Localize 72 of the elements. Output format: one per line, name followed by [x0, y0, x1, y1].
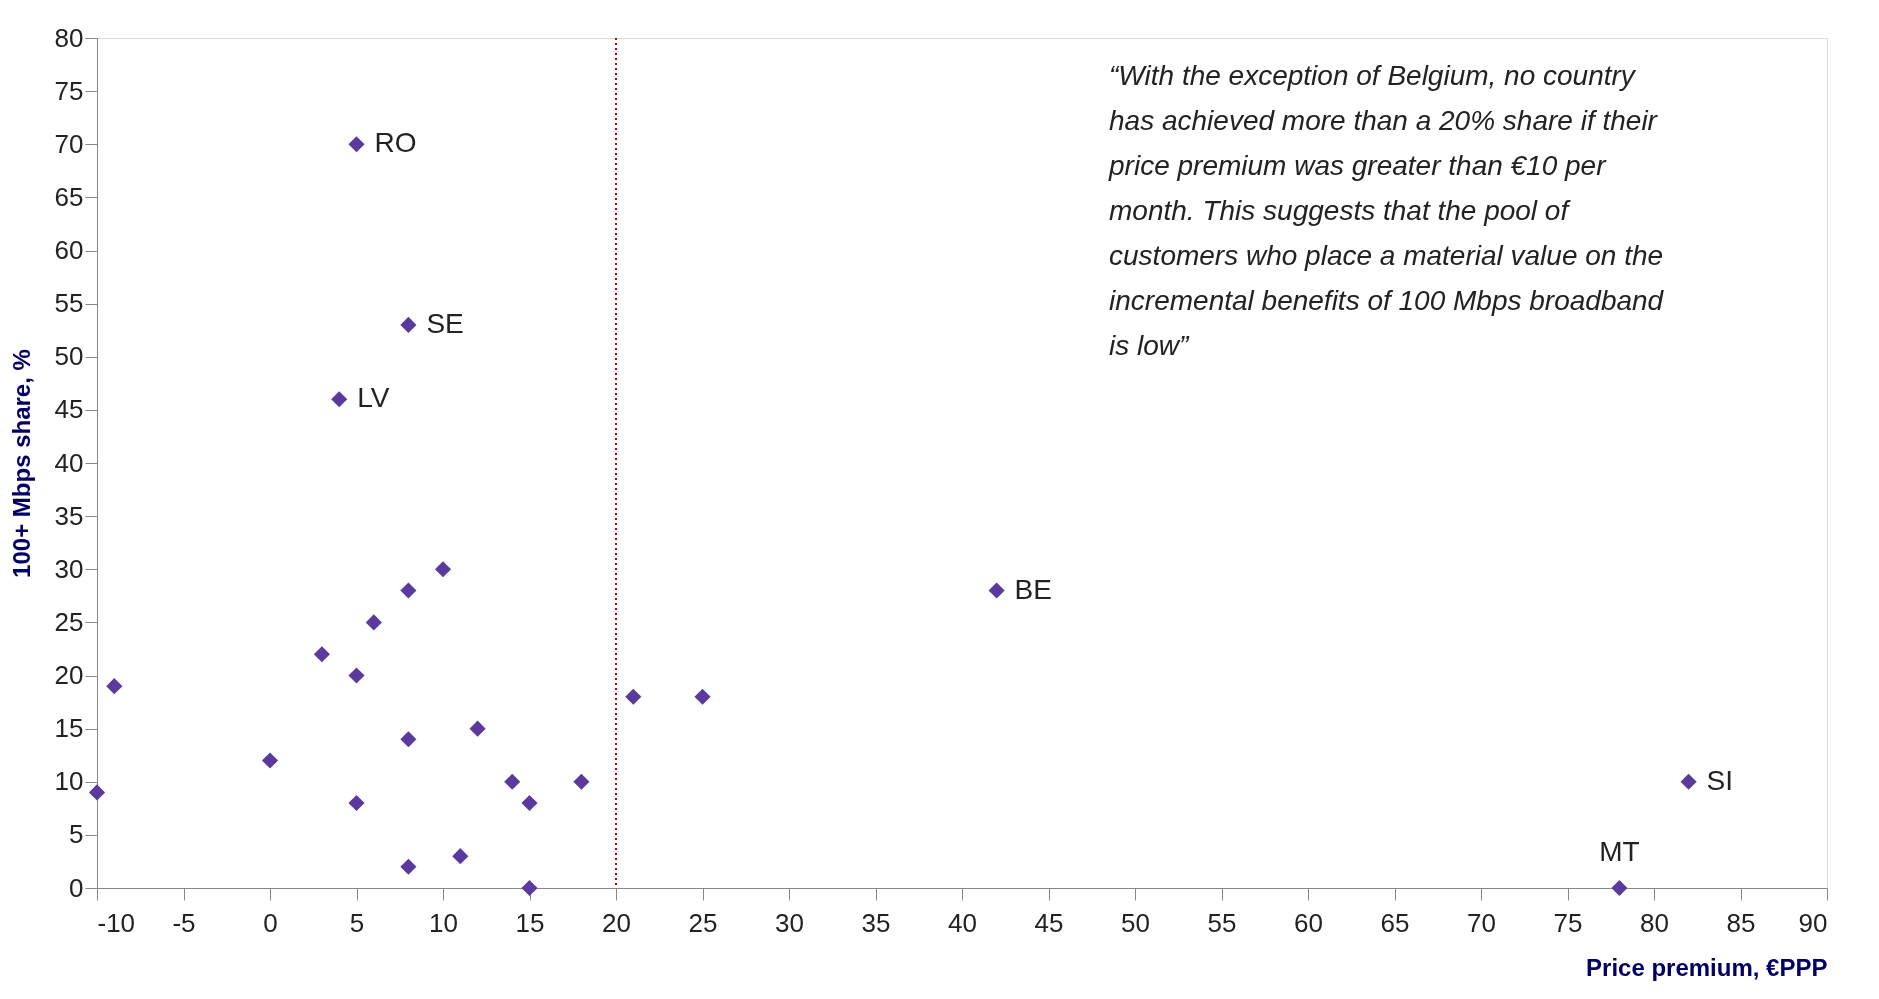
x-axis-title: Price premium, €PPP — [1586, 953, 1828, 981]
point — [400, 858, 417, 875]
x-tick-label: 55 — [1207, 907, 1237, 938]
x-tick-label: 85 — [1726, 907, 1756, 938]
point — [521, 879, 538, 897]
point — [313, 646, 330, 663]
point — [521, 794, 538, 812]
x-tick-label: 5 — [349, 907, 365, 938]
annotation: MT — [1599, 836, 1640, 867]
point — [331, 391, 348, 408]
y-tick-label: 20 — [54, 660, 84, 690]
x-tick-label: 0 — [263, 907, 278, 938]
annotation: BE — [1014, 573, 1052, 605]
y-tick-label: 75 — [54, 75, 84, 106]
x-tick-label: -10 — [97, 907, 136, 938]
x-tick-label: 15 — [515, 907, 545, 938]
point — [504, 773, 521, 790]
x-tick-label: 45 — [1034, 907, 1064, 938]
x-tick-label: 60 — [1294, 907, 1323, 938]
y-tick-label: 30 — [54, 553, 84, 584]
annotation: SI — [1706, 764, 1734, 796]
point — [1680, 773, 1697, 790]
point — [452, 848, 469, 865]
x-tick-label: 30 — [775, 907, 804, 938]
point — [348, 667, 365, 684]
x-tick-label: 70 — [1467, 907, 1496, 938]
annotation: SE — [426, 307, 464, 339]
x-tick-label: 10 — [429, 907, 458, 938]
y-tick-label: 40 — [54, 447, 84, 478]
x-tick-label: 40 — [948, 907, 977, 938]
x-tick-label: 50 — [1121, 907, 1150, 938]
x-tick-label: 80 — [1640, 907, 1669, 938]
point — [400, 316, 417, 333]
point — [694, 688, 711, 705]
point — [434, 561, 452, 578]
point — [1611, 879, 1628, 897]
y-tick-label: 70 — [54, 128, 84, 159]
y-axis-title: 100+ Mbps share, % — [7, 349, 35, 578]
y-tick-label: 65 — [54, 181, 84, 212]
x-tick-label: -5 — [172, 907, 196, 938]
point — [400, 731, 417, 748]
point — [573, 773, 590, 790]
x-tick-label: 20 — [602, 907, 631, 938]
y-tick-label: 80 — [54, 22, 84, 53]
annotation: “With the exception of Belgium, no country has achieved more than a 20% share if their price premium was greater than €10 per month. This suggests that the pool of customers who place a material value on the incremental benefits of 100 Mbps broadband is low” — [1108, 60, 1665, 361]
x-tick-label: 75 — [1553, 907, 1583, 938]
y-tick-label: 50 — [54, 341, 84, 372]
y-tick-label: 60 — [54, 235, 84, 265]
y-tick-label: 0 — [69, 872, 84, 903]
point — [988, 582, 1005, 599]
point — [348, 136, 365, 153]
point — [88, 784, 106, 801]
y-tick-label: 25 — [54, 606, 84, 637]
y-tick-label: 55 — [54, 288, 84, 319]
point — [261, 752, 279, 769]
point — [469, 720, 486, 737]
point — [400, 582, 417, 599]
x-tick-label: 65 — [1380, 907, 1410, 938]
x-tick-label: 25 — [688, 907, 718, 938]
point — [106, 678, 123, 695]
annotation: RO — [374, 127, 417, 159]
point — [348, 794, 365, 812]
y-tick-label: 10 — [54, 766, 84, 797]
point — [365, 614, 382, 631]
y-tick-label: 15 — [54, 713, 84, 744]
x-tick-label: 90 — [1798, 907, 1828, 938]
annotation: LV — [357, 382, 390, 414]
y-tick-label: 45 — [54, 394, 84, 425]
x-tick-label: 35 — [861, 907, 891, 938]
y-tick-label: 5 — [69, 819, 84, 850]
point — [625, 688, 642, 705]
y-tick-label: 35 — [54, 500, 84, 531]
